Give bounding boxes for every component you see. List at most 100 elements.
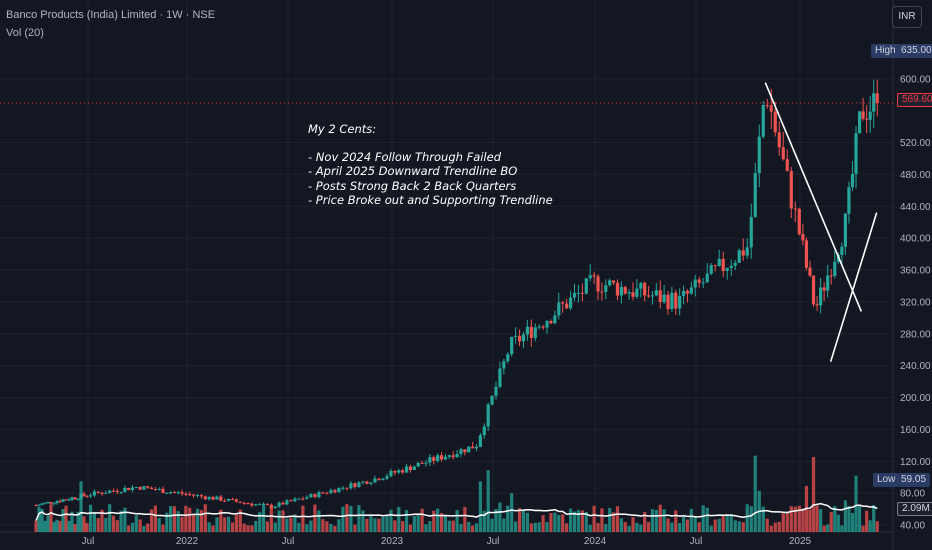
volume-bar <box>436 508 440 532</box>
candle-body <box>138 487 142 490</box>
volume-bar <box>397 506 401 532</box>
candle-body <box>96 491 100 493</box>
x-tick-label: Jul <box>282 536 295 547</box>
volume-bar <box>37 506 41 532</box>
volume-bar <box>471 525 475 532</box>
candle-body <box>242 502 246 504</box>
volume-bar <box>281 510 285 532</box>
candle-body <box>195 495 200 497</box>
volume-bar <box>861 525 865 532</box>
volume-bar <box>572 511 577 532</box>
candle-body <box>401 470 405 473</box>
volume-bar <box>600 508 604 532</box>
candle-body <box>615 282 620 296</box>
volume-bar <box>561 514 565 532</box>
candle-body <box>325 492 329 494</box>
volume-bar <box>289 517 293 532</box>
volume-bar <box>833 506 837 532</box>
candle-body <box>639 282 643 289</box>
annotation-line-4: - Price Broke out and Supporting Trendli… <box>308 192 553 207</box>
volume-bar <box>365 518 369 532</box>
volume-bar <box>459 523 463 532</box>
volume-bar <box>705 507 709 532</box>
candle-body <box>439 455 444 460</box>
annotation-title: My 2 Cents: <box>308 122 377 136</box>
volume-bar <box>329 523 333 532</box>
candle-body <box>486 404 490 427</box>
volume-bar <box>815 505 819 532</box>
candle-body <box>365 481 369 484</box>
candle-body <box>857 111 862 134</box>
volume-bar <box>333 525 337 532</box>
volume-bar <box>525 512 529 532</box>
volume-bar <box>58 520 62 532</box>
volume-bar <box>119 510 123 532</box>
candle-body <box>130 487 135 491</box>
volume-bar <box>829 512 833 532</box>
candle-body <box>737 250 741 263</box>
volume-bar <box>713 519 717 532</box>
candle-body <box>749 216 753 248</box>
volume-bar <box>153 505 157 532</box>
x-tick-label: Jul <box>690 536 703 547</box>
volume-bar <box>455 510 459 532</box>
volume-bar <box>588 524 592 532</box>
volume-bar <box>34 520 38 532</box>
candle-body <box>865 118 869 120</box>
volume-bar <box>463 506 467 532</box>
volume-bar <box>108 504 112 532</box>
candle-body <box>64 499 68 501</box>
volume-bar <box>246 525 250 532</box>
volume-bar <box>474 523 479 532</box>
volume-bar <box>733 520 737 532</box>
candle-body <box>73 497 77 500</box>
x-tick-label: Jul <box>487 536 500 547</box>
candle-body <box>123 487 127 492</box>
candle-body <box>701 282 705 284</box>
candle-body <box>345 487 349 489</box>
candle-body <box>765 105 769 107</box>
volume-bar <box>223 517 227 532</box>
currency-button[interactable]: INR <box>892 6 922 28</box>
volume-bar <box>88 504 93 532</box>
candle-body <box>822 287 826 291</box>
volume-bar <box>432 510 436 532</box>
volume-bar <box>149 509 154 532</box>
volume-bar <box>549 513 553 532</box>
volume-bar <box>138 519 142 532</box>
volume-bar <box>169 506 173 532</box>
volume-bar <box>749 506 753 532</box>
candle-body <box>416 462 420 467</box>
annotation-line-1: - Nov 2024 Follow Through Failed <box>308 150 502 165</box>
volume-bar <box>428 520 432 532</box>
candle-body <box>658 290 662 303</box>
candle-body <box>868 111 872 120</box>
candle-body <box>646 295 651 297</box>
candle-body <box>377 478 381 481</box>
candle-body <box>277 502 281 507</box>
candle-body <box>681 290 686 296</box>
candle-body <box>596 276 600 292</box>
volume-bar <box>161 524 165 532</box>
candle-body <box>478 435 483 447</box>
candle-body <box>482 426 486 436</box>
volume-bar <box>146 523 150 532</box>
volume-bar <box>389 509 393 532</box>
volume-bar <box>258 512 262 532</box>
volume-bar <box>826 524 830 532</box>
volume-bar <box>52 521 56 532</box>
candle-body <box>134 487 138 489</box>
candle-body <box>875 93 879 103</box>
candle-body <box>192 494 196 496</box>
volume-bar <box>123 507 127 532</box>
candle-body <box>432 457 436 461</box>
candle-body <box>443 456 448 460</box>
x-tick-label: Jul <box>82 536 95 547</box>
candle-body <box>490 395 494 405</box>
volume-bar <box>142 525 146 532</box>
candle-body <box>861 111 865 119</box>
y-tick-label: 600.00 <box>900 74 931 85</box>
volume-bar <box>381 516 385 532</box>
candle-body <box>188 494 192 496</box>
